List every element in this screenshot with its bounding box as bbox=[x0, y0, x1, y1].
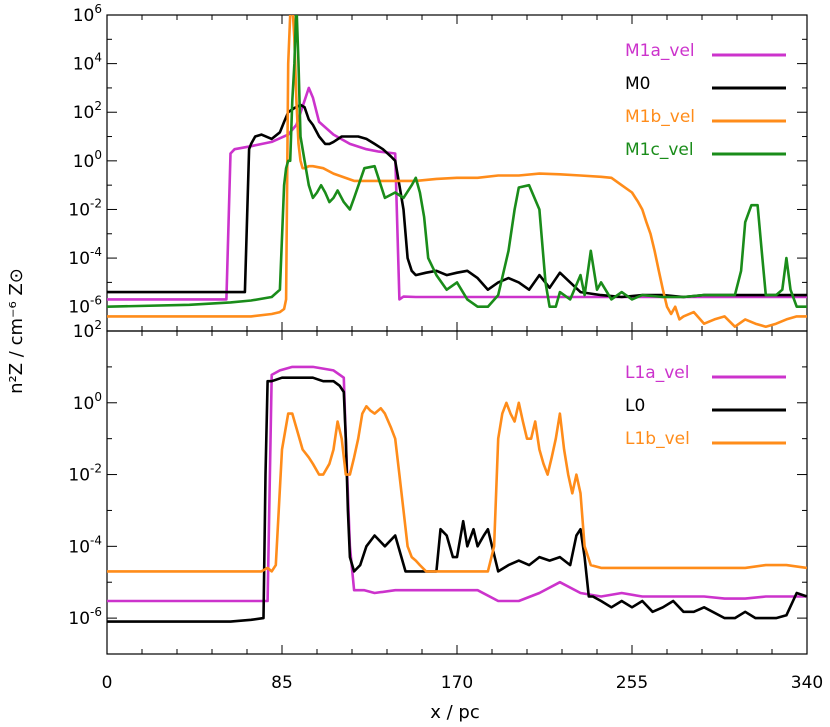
legend-label: M1c_vel bbox=[625, 140, 694, 160]
legend-label: M1a_vel bbox=[625, 41, 695, 61]
y-tick-label: 10-6 bbox=[68, 605, 102, 629]
plot-frame bbox=[106, 330, 808, 655]
y-tick-label: 104 bbox=[73, 51, 102, 75]
series-line-l0 bbox=[107, 376, 807, 623]
y-tick-label: 10-2 bbox=[68, 462, 102, 486]
y-tick-label: 10-6 bbox=[68, 294, 102, 318]
y-tick-label: 100 bbox=[73, 148, 102, 172]
x-tick-label: 85 bbox=[271, 673, 293, 693]
x-tick-label: 0 bbox=[102, 673, 113, 693]
y-tick-label: 106 bbox=[73, 2, 102, 26]
x-tick-label: 255 bbox=[616, 673, 648, 693]
y-axis-label: n²Z / cm⁻⁶ Z⊙ bbox=[6, 268, 27, 394]
x-tick-labels: 0 85 170 255 340 bbox=[102, 673, 824, 693]
y-tick-label: 102 bbox=[73, 318, 102, 342]
legend: L1a_vel L0 L1b_vel bbox=[625, 363, 786, 449]
y-tick-label: 100 bbox=[73, 390, 102, 414]
top-panel: 106 104 102 100 10-2 10-4 10-6 M1a_vel M0 M1b_vel… bbox=[68, 2, 808, 332]
series-line-m0 bbox=[107, 103, 807, 299]
legend-label: L1a_vel bbox=[625, 363, 689, 383]
bottom-panel: 102 100 10-2 10-4 10-6 L1a_vel L0 L1b_vel bbox=[68, 318, 808, 655]
legend-label: M0 bbox=[625, 74, 650, 94]
series-line-l1b-vel bbox=[107, 401, 807, 573]
y-tick-label: 102 bbox=[73, 99, 102, 123]
y-tick-label: 10-2 bbox=[68, 196, 102, 220]
series-line-m1b-vel bbox=[107, 15, 807, 328]
legend-label: L1b_vel bbox=[625, 429, 690, 449]
x-axis-label: x / pc bbox=[430, 702, 479, 723]
legend: M1a_vel M0 M1b_vel M1c_vel bbox=[625, 41, 786, 160]
x-tick-label: 170 bbox=[441, 673, 473, 693]
x-tick-label: 340 bbox=[791, 673, 823, 693]
series-line-m1a-vel bbox=[107, 86, 807, 301]
legend-label: M1b_vel bbox=[625, 107, 695, 127]
y-tick-label: 10-4 bbox=[68, 245, 102, 269]
y-tick-label: 10-4 bbox=[68, 533, 102, 557]
legend-label: L0 bbox=[625, 396, 645, 416]
series-line-l1a-vel bbox=[107, 365, 807, 603]
series-line-m1c-vel bbox=[107, 15, 807, 308]
